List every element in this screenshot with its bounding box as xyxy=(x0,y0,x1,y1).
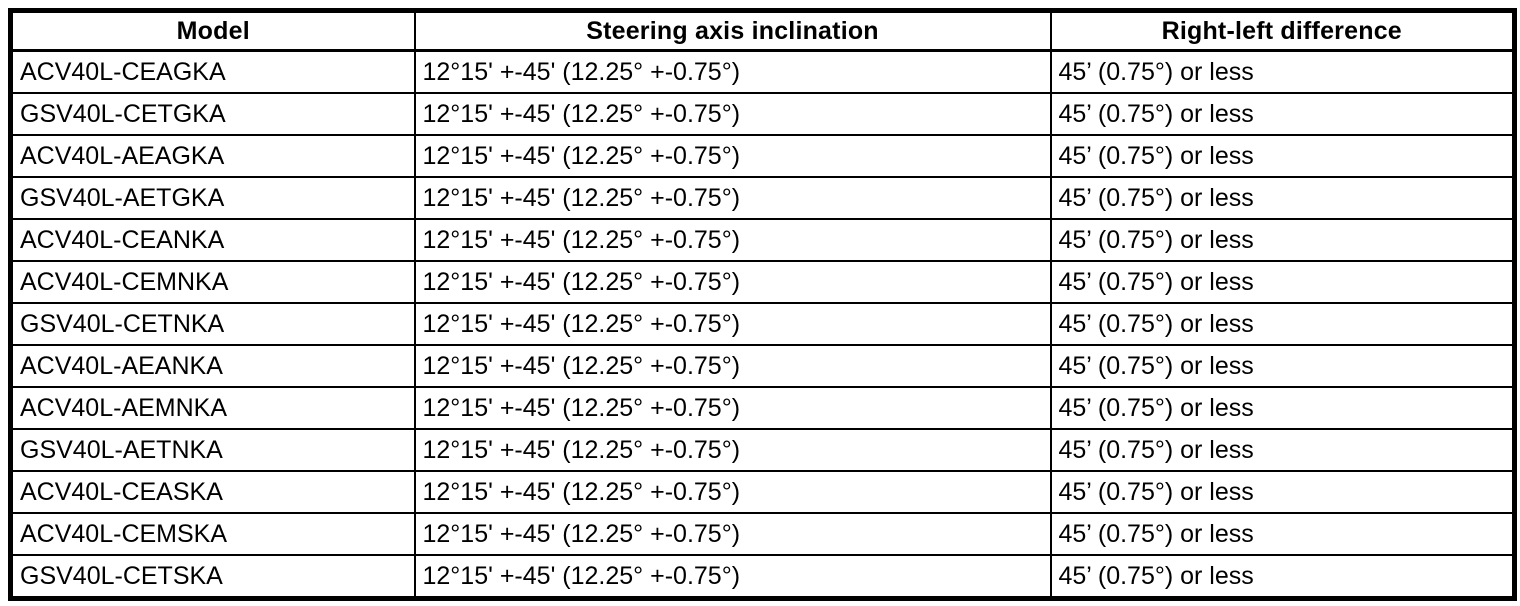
model-cell: GSV40L-CETSKA xyxy=(9,554,416,600)
table-row: ACV40L-CEAGKA 12°15' +-45' (12.25° +-0.75… xyxy=(9,49,1516,94)
difference-cell: 45’ (0.75°) or less xyxy=(1049,134,1516,178)
inclination-cell: 12°15' +-45' (12.25° +-0.75°) xyxy=(413,470,1052,514)
model-cell: ACV40L-CEAGKA xyxy=(9,49,416,94)
table-row: ACV40L-AEMNKA 12°15' +-45' (12.25° +-0.75… xyxy=(9,386,1516,430)
difference-cell: 45’ (0.75°) or less xyxy=(1049,176,1516,220)
difference-cell: 45’ (0.75°) or less xyxy=(1049,218,1516,262)
difference-cell: 45’ (0.75°) or less xyxy=(1049,92,1516,136)
model-cell: GSV40L-CETGKA xyxy=(9,92,416,136)
model-cell: ACV40L-AEANKA xyxy=(9,344,416,388)
table-row: ACV40L-CEASKA 12°15' +-45' (12.25° +-0.75… xyxy=(9,470,1516,514)
table-row: ACV40L-AEAGKA 12°15' +-45' (12.25° +-0.75… xyxy=(9,134,1516,178)
inclination-cell: 12°15' +-45' (12.25° +-0.75°) xyxy=(413,260,1052,304)
table-row: GSV40L-CETSKA 12°15' +-45' (12.25° +-0.75… xyxy=(9,554,1516,600)
difference-cell: 45’ (0.75°) or less xyxy=(1049,428,1516,472)
inclination-cell: 12°15' +-45' (12.25° +-0.75°) xyxy=(413,428,1052,472)
difference-cell: 45’ (0.75°) or less xyxy=(1049,386,1516,430)
table-row: ACV40L-CEMNKA 12°15' +-45' (12.25° +-0.75… xyxy=(9,260,1516,304)
difference-cell: 45’ (0.75°) or less xyxy=(1049,302,1516,346)
difference-cell: 45’ (0.75°) or less xyxy=(1049,470,1516,514)
table-body: ACV40L-CEAGKA 12°15' +-45' (12.25° +-0.75… xyxy=(9,49,1516,600)
model-cell: ACV40L-CEASKA xyxy=(9,470,416,514)
inclination-cell: 12°15' +-45' (12.25° +-0.75°) xyxy=(413,302,1052,346)
steering-axis-inclination-spec-table: Model Steering axis inclination Right-le… xyxy=(8,8,1517,601)
inclination-cell: 12°15' +-45' (12.25° +-0.75°) xyxy=(413,218,1052,262)
table-row: GSV40L-AETNKA 12°15' +-45' (12.25° +-0.75… xyxy=(9,428,1516,472)
inclination-cell: 12°15' +-45' (12.25° +-0.75°) xyxy=(413,49,1052,94)
difference-cell: 45’ (0.75°) or less xyxy=(1049,512,1516,556)
table-row: ACV40L-AEANKA 12°15' +-45' (12.25° +-0.75… xyxy=(9,344,1516,388)
difference-cell: 45’ (0.75°) or less xyxy=(1049,554,1516,600)
model-cell: ACV40L-AEMNKA xyxy=(9,386,416,430)
model-cell: ACV40L-CEANKA xyxy=(9,218,416,262)
model-cell: GSV40L-CETNKA xyxy=(9,302,416,346)
table-header-row: Model Steering axis inclination Right-le… xyxy=(9,9,1516,52)
inclination-cell: 12°15' +-45' (12.25° +-0.75°) xyxy=(413,386,1052,430)
inclination-cell: 12°15' +-45' (12.25° +-0.75°) xyxy=(413,176,1052,220)
column-header-model: Model xyxy=(9,9,416,52)
inclination-cell: 12°15' +-45' (12.25° +-0.75°) xyxy=(413,92,1052,136)
difference-cell: 45’ (0.75°) or less xyxy=(1049,260,1516,304)
model-cell: ACV40L-AEAGKA xyxy=(9,134,416,178)
inclination-cell: 12°15' +-45' (12.25° +-0.75°) xyxy=(413,344,1052,388)
column-header-steering-axis-inclination: Steering axis inclination xyxy=(413,9,1052,52)
difference-cell: 45’ (0.75°) or less xyxy=(1049,344,1516,388)
inclination-cell: 12°15' +-45' (12.25° +-0.75°) xyxy=(413,554,1052,600)
difference-cell: 45’ (0.75°) or less xyxy=(1049,49,1516,94)
table-row: ACV40L-CEMSKA 12°15' +-45' (12.25° +-0.75… xyxy=(9,512,1516,556)
table-row: GSV40L-CETNKA 12°15' +-45' (12.25° +-0.75… xyxy=(9,302,1516,346)
inclination-cell: 12°15' +-45' (12.25° +-0.75°) xyxy=(413,134,1052,178)
table-row: ACV40L-CEANKA 12°15' +-45' (12.25° +-0.75… xyxy=(9,218,1516,262)
table-row: GSV40L-CETGKA 12°15' +-45' (12.25° +-0.75… xyxy=(9,92,1516,136)
column-header-right-left-difference: Right-left difference xyxy=(1049,9,1516,52)
model-cell: GSV40L-AETNKA xyxy=(9,428,416,472)
model-cell: ACV40L-CEMSKA xyxy=(9,512,416,556)
model-cell: GSV40L-AETGKA xyxy=(9,176,416,220)
table-row: GSV40L-AETGKA 12°15' +-45' (12.25° +-0.75… xyxy=(9,176,1516,220)
inclination-cell: 12°15' +-45' (12.25° +-0.75°) xyxy=(413,512,1052,556)
model-cell: ACV40L-CEMNKA xyxy=(9,260,416,304)
